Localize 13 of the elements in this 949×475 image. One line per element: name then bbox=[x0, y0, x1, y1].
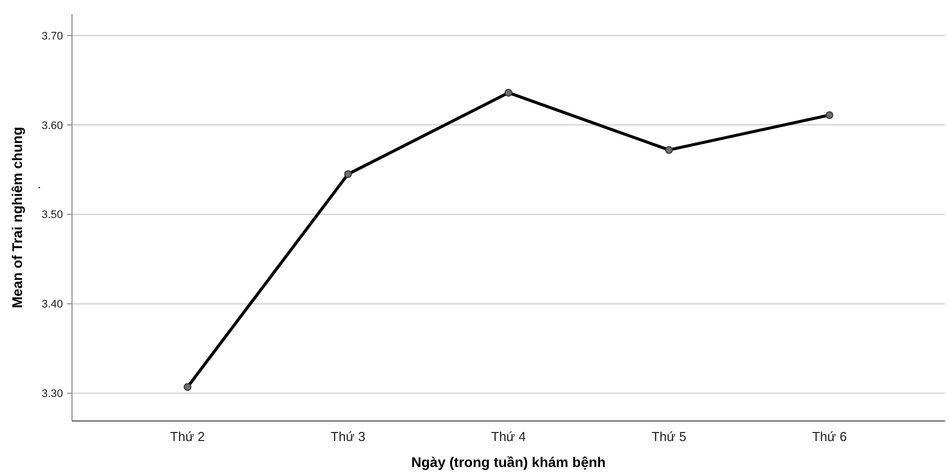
x-tick-label: Thứ 5 bbox=[652, 429, 686, 444]
y-tick-label: 3.30 bbox=[42, 388, 63, 400]
x-tick-label: Thứ 4 bbox=[491, 429, 526, 444]
y-tick-label: 3.50 bbox=[42, 209, 63, 222]
x-tick-label: Thứ 3 bbox=[330, 429, 366, 444]
x-axis-title: Ngày (trong tuần) khám bệnh bbox=[411, 454, 606, 470]
y-tick-label: 3.60 bbox=[42, 120, 63, 132]
text: . bbox=[28, 186, 43, 190]
x-tick-label: Thứ 6 bbox=[812, 429, 847, 444]
y-tick-label: 3.40 bbox=[42, 298, 63, 311]
y-axis-title: Mean of Trai nghiêm chung bbox=[9, 126, 25, 308]
y-tick-label: 3.70 bbox=[42, 30, 63, 42]
x-tick-label: Thứ 2 bbox=[170, 429, 205, 444]
